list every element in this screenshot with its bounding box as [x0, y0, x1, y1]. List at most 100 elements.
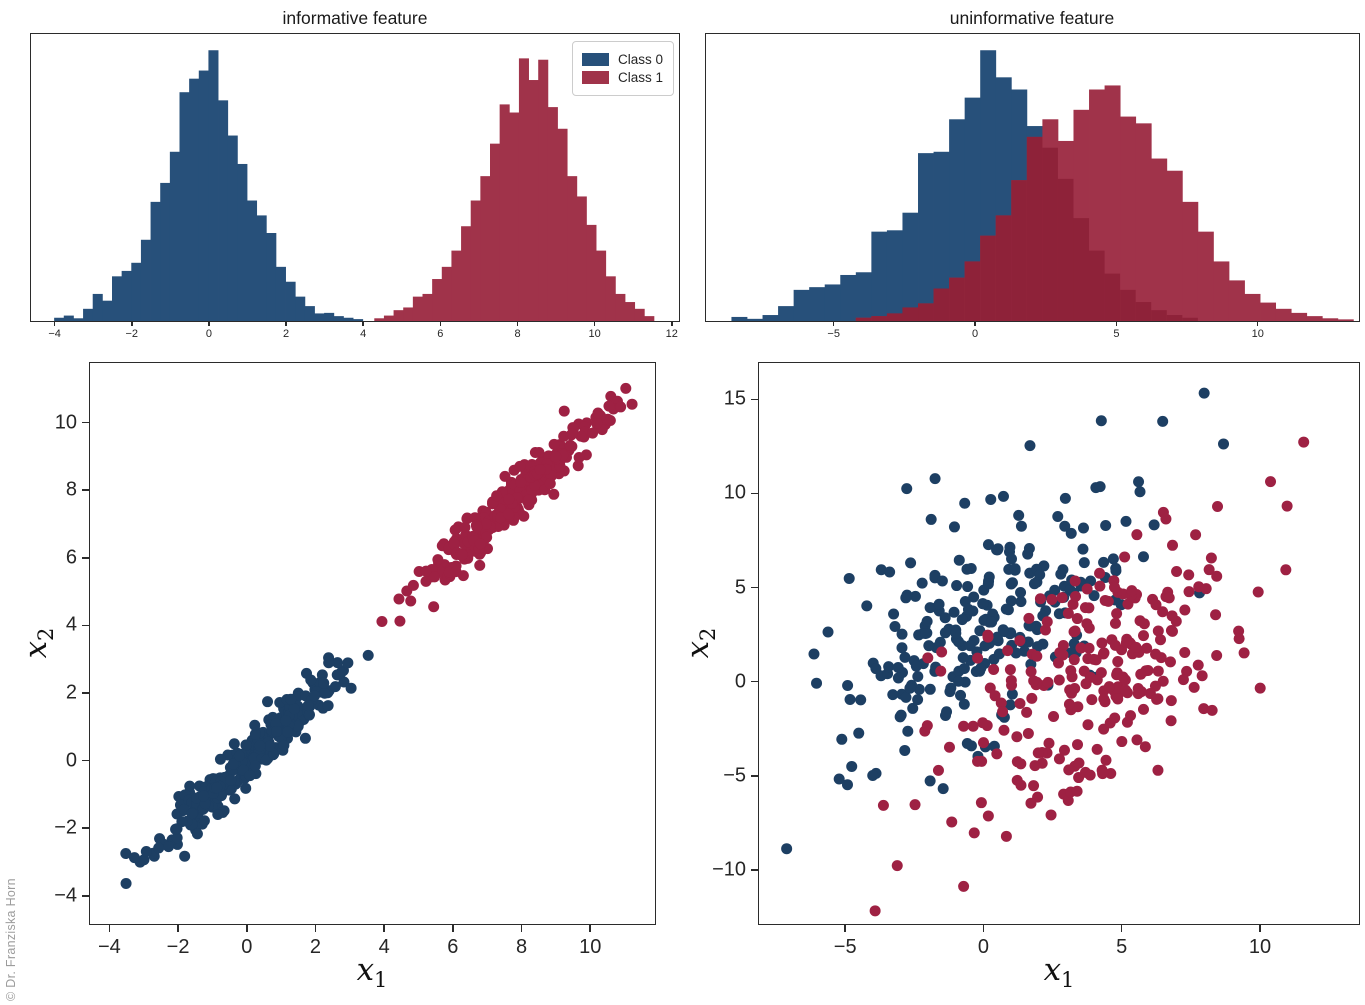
data-point-class0	[833, 773, 845, 785]
data-point-class0	[211, 782, 223, 794]
hist-bar-class1	[499, 104, 510, 321]
data-point-class1	[1111, 608, 1123, 620]
data-point-class1	[1032, 747, 1044, 759]
data-point-class1	[1029, 760, 1041, 772]
hist-bar-class1	[480, 176, 491, 321]
x-tick-mark	[1256, 322, 1259, 326]
data-point-class0	[303, 709, 315, 721]
hist-bar-class1	[422, 293, 433, 321]
hist-bar-class0	[855, 272, 872, 321]
hist-bar-overlap	[871, 316, 888, 321]
data-point-class0	[909, 590, 921, 602]
hist-bar-class0	[933, 151, 950, 321]
x-tick-label: 12	[665, 328, 678, 340]
hist-bar-class1	[538, 59, 549, 321]
data-point-class0	[186, 808, 198, 820]
data-point-class0	[950, 627, 962, 639]
data-point-class0	[1077, 543, 1089, 555]
hist-bar-class1	[1337, 319, 1354, 321]
data-point-class0	[925, 513, 937, 525]
x-tick-label: 10	[1248, 936, 1272, 958]
x-tick-mark	[844, 925, 846, 932]
data-point-class1	[1069, 682, 1081, 694]
data-point-class0	[163, 841, 175, 853]
data-point-class1	[1211, 650, 1223, 662]
data-point-class1	[1072, 739, 1084, 751]
data-point-class0	[941, 706, 953, 718]
data-point-class0	[170, 823, 182, 835]
data-point-class0	[896, 642, 908, 654]
data-point-class1	[1063, 698, 1075, 710]
hist-bar-overlap	[964, 261, 981, 321]
data-point-class0	[282, 726, 294, 738]
data-point-class1	[1097, 648, 1109, 660]
data-point-class0	[912, 694, 924, 706]
data-point-class1	[1183, 569, 1195, 581]
data-point-class1	[1254, 682, 1266, 694]
data-point-class1	[1132, 688, 1144, 700]
y-tick-label: −10	[712, 858, 746, 881]
hist-bar-class0	[218, 100, 229, 321]
data-point-class1	[1015, 758, 1027, 770]
data-point-class1	[1105, 767, 1117, 779]
data-point-class1	[459, 521, 471, 533]
hist-bar-class1	[393, 310, 404, 321]
data-point-class0	[323, 657, 335, 669]
data-point-class0	[953, 675, 965, 687]
data-point-class1	[922, 652, 934, 664]
class1-swatch	[581, 71, 609, 84]
hist-bar-overlap	[949, 277, 966, 321]
scatter-canvas	[781, 387, 1310, 917]
hist-bar-class1	[547, 107, 558, 321]
hist-bar-class1	[1135, 123, 1152, 321]
data-point-class1	[1212, 500, 1224, 512]
x-tick-label: 6	[447, 936, 459, 958]
data-point-class0	[939, 627, 951, 639]
data-point-class0	[843, 572, 855, 584]
data-point-class1	[1006, 679, 1018, 691]
hist-bar-class0	[746, 318, 763, 321]
data-point-class1	[564, 439, 576, 451]
data-point-class0	[808, 648, 820, 660]
data-point-class1	[989, 690, 1001, 702]
data-point-class0	[870, 663, 882, 675]
data-point-class1	[1069, 575, 1081, 587]
hist-bar-class0	[793, 289, 810, 321]
hist-bar-overlap	[1135, 302, 1152, 321]
data-point-class1	[1028, 780, 1040, 792]
data-point-class1	[456, 549, 468, 561]
data-point-class0	[329, 681, 341, 693]
data-point-class0	[229, 793, 241, 805]
data-point-class0	[1065, 527, 1077, 539]
data-point-class0	[128, 852, 140, 864]
hist-uninformative-plot	[705, 33, 1360, 322]
data-point-class1	[1023, 612, 1035, 624]
x-tick-label: 5	[1113, 328, 1120, 340]
data-point-class1	[982, 810, 994, 822]
y-tick-mark	[82, 489, 89, 491]
data-point-class1	[1094, 567, 1106, 579]
x-tick-mark	[383, 925, 385, 932]
data-point-class1	[474, 538, 486, 550]
data-point-class0	[968, 591, 980, 603]
hist-bar-class1	[1228, 280, 1245, 321]
data-point-class1	[1109, 639, 1121, 651]
data-point-class1	[544, 478, 556, 490]
data-point-class0	[939, 612, 951, 624]
x-tick-mark	[208, 322, 210, 326]
x-tick-label: −2	[166, 936, 190, 958]
data-point-class1	[1166, 610, 1178, 622]
data-point-class0	[953, 554, 965, 566]
data-point-class1	[1094, 580, 1106, 592]
hist-bar-class1	[1213, 261, 1230, 321]
data-point-class0	[958, 662, 970, 674]
data-point-class1	[1167, 539, 1179, 551]
hist-bar-class0	[73, 318, 84, 321]
data-point-class0	[1010, 647, 1022, 659]
data-point-class1	[1152, 665, 1164, 677]
data-point-class0	[120, 877, 132, 889]
hist-bar-class0	[918, 153, 934, 321]
data-point-class1	[566, 428, 578, 440]
x-tick-label: 4	[378, 936, 390, 958]
data-point-class0	[153, 842, 165, 854]
